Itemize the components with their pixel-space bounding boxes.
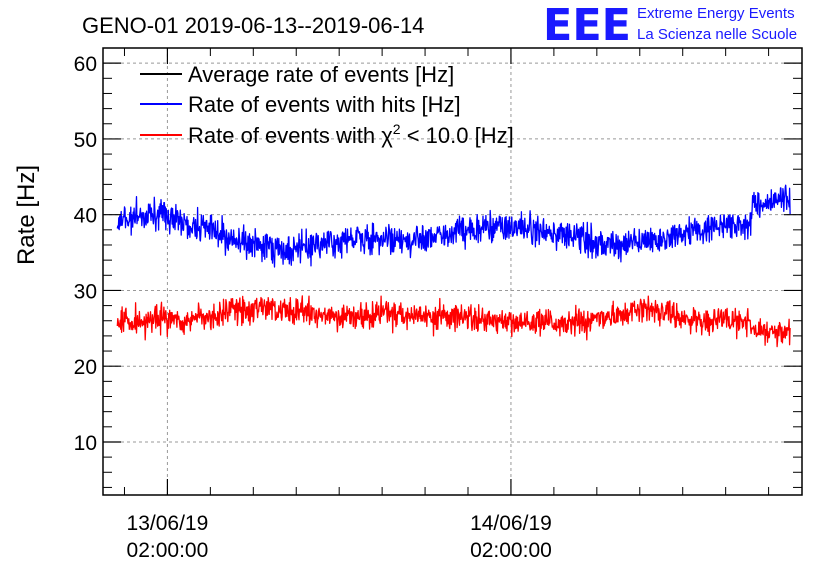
legend-item-hits: Rate of events with hits [Hz] (140, 92, 461, 117)
series-line-2 (116, 295, 791, 348)
legend-label-chi2: Rate of events with χ2 < 10.0 [Hz] (188, 121, 514, 148)
plot-frame (102, 47, 803, 496)
x-tick-date: 13/06/19 (127, 512, 209, 535)
series-layer (116, 184, 791, 348)
legend-label-hits: Rate of events with hits [Hz] (188, 92, 461, 117)
legend-item-average: Average rate of events [Hz] (140, 62, 454, 87)
tick-labels: 10 20 30 40 50 60 13/06/19 02:00:00 14/06/19 02:0… (74, 53, 552, 562)
legend: Average rate of events [Hz] Rate of even… (140, 62, 514, 148)
y-axis-label: Rate [Hz] (13, 165, 40, 265)
x-tick-time: 02:00:00 (127, 539, 209, 562)
eee-logo: EEE Extreme Energy Events La Scienza nel… (543, 0, 797, 51)
x-tick-date: 14/06/19 (470, 512, 552, 535)
y-tick-label: 20 (74, 356, 97, 379)
y-tick-label: 40 (74, 205, 97, 228)
axis-ticks (103, 48, 802, 495)
legend-label-average: Average rate of events [Hz] (188, 62, 454, 87)
logo-line1: Extreme Energy Events (637, 5, 795, 22)
logo-line2: La Scienza nelle Scuole (637, 26, 797, 43)
logo-mark: EEE (543, 0, 631, 51)
legend-item-chi2: Rate of events with χ2 < 10.0 [Hz] (140, 121, 514, 148)
y-tick-label: 30 (74, 280, 97, 303)
y-tick-label: 10 (74, 432, 97, 455)
series-line-1 (116, 184, 791, 268)
chart-title: GENO-01 2019-06-13--2019-06-14 (82, 13, 424, 38)
x-tick-time: 02:00:00 (470, 539, 552, 562)
y-tick-label: 50 (74, 129, 97, 152)
y-tick-label: 60 (74, 53, 97, 76)
grid-lines (103, 48, 802, 495)
